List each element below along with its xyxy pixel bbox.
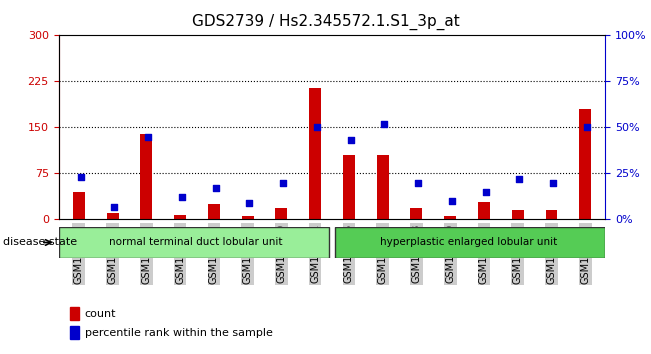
Point: [278, 180, 288, 185]
Text: normal terminal duct lobular unit: normal terminal duct lobular unit: [109, 238, 282, 247]
Text: percentile rank within the sample: percentile rank within the sample: [85, 328, 273, 338]
Bar: [343, 155, 355, 219]
Point: [346, 137, 356, 143]
Text: count: count: [85, 309, 117, 319]
Point: [581, 125, 592, 130]
Point: [514, 176, 525, 182]
Bar: [107, 213, 118, 219]
FancyBboxPatch shape: [59, 227, 329, 258]
Bar: [546, 210, 557, 219]
Bar: [70, 326, 79, 339]
Point: [413, 180, 423, 185]
Point: [143, 134, 153, 139]
Bar: [309, 87, 321, 219]
Bar: [141, 133, 152, 219]
Bar: [73, 192, 85, 219]
Bar: [275, 209, 287, 219]
Bar: [70, 307, 79, 320]
Point: [379, 121, 389, 127]
FancyBboxPatch shape: [335, 227, 605, 258]
Point: [210, 185, 221, 191]
Point: [447, 198, 457, 204]
Point: [312, 125, 322, 130]
Text: GDS2739 / Hs2.345572.1.S1_3p_at: GDS2739 / Hs2.345572.1.S1_3p_at: [191, 14, 460, 30]
Bar: [579, 109, 591, 219]
Bar: [208, 204, 220, 219]
Bar: [411, 209, 422, 219]
Bar: [377, 155, 389, 219]
Point: [480, 189, 491, 195]
Text: hyperplastic enlarged lobular unit: hyperplastic enlarged lobular unit: [380, 238, 557, 247]
Point: [548, 180, 559, 185]
Bar: [174, 215, 186, 219]
Bar: [512, 210, 523, 219]
Bar: [242, 216, 253, 219]
Point: [244, 200, 255, 206]
Text: disease state: disease state: [3, 238, 77, 247]
Point: [76, 174, 86, 180]
Bar: [444, 216, 456, 219]
Point: [109, 204, 120, 210]
Point: [176, 195, 187, 200]
Bar: [478, 202, 490, 219]
